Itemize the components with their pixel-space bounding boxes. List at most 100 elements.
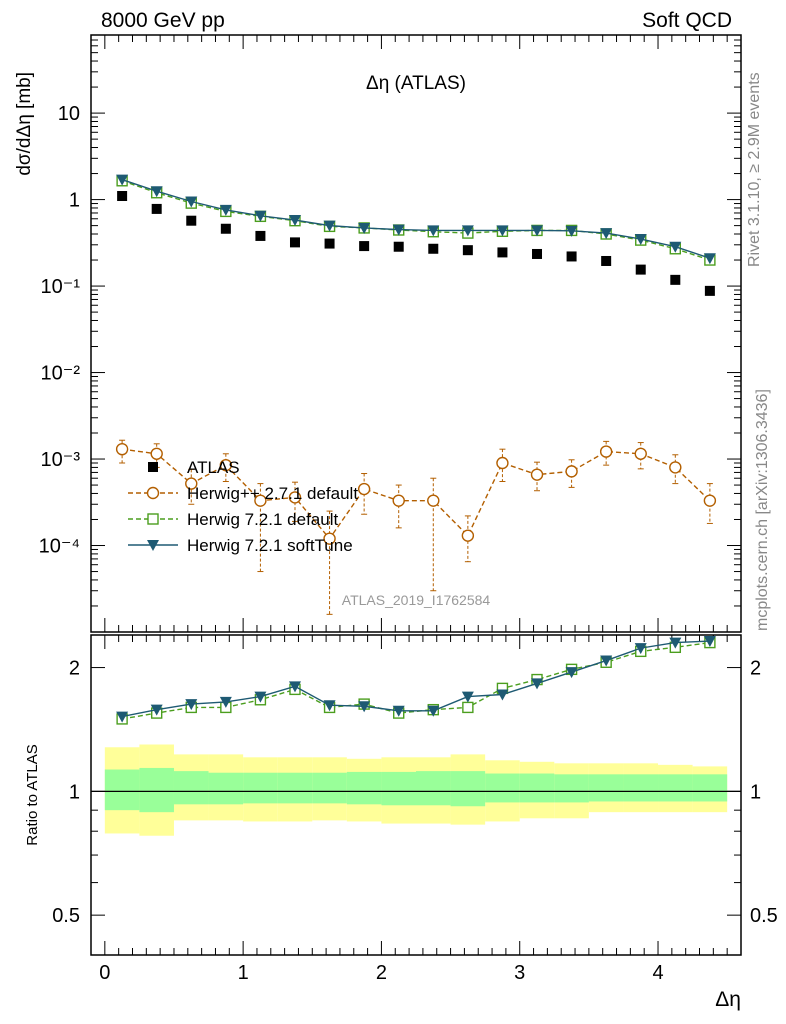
ratio-point [461, 691, 474, 703]
data-point [323, 220, 336, 232]
ratio-tick-label: 1 [69, 781, 80, 803]
ratio-point [703, 636, 716, 648]
data-point [635, 264, 646, 275]
y-tick-label: 10⁻⁴ [39, 536, 80, 558]
ratio-point [323, 700, 336, 712]
stat-uncertainty-band [381, 771, 416, 806]
data-point [497, 247, 508, 258]
legend-marker [148, 462, 158, 472]
data-point [323, 532, 336, 545]
data-point [669, 461, 682, 474]
stat-uncertainty-band [588, 774, 624, 802]
stat-uncertainty-band [243, 772, 278, 804]
data-point [324, 238, 335, 249]
data-point [254, 210, 267, 222]
data-point [254, 494, 267, 507]
data-point [186, 215, 197, 226]
legend-label: ATLAS [187, 458, 240, 477]
data-point [428, 243, 439, 254]
data-point [392, 494, 405, 507]
data-point [220, 223, 231, 234]
ratio-point [531, 678, 544, 690]
legend-label: Herwig 7.2.1 default [187, 510, 338, 529]
legend-label: Herwig 7.2.1 softTune [187, 536, 353, 555]
data-point [427, 494, 440, 507]
x-tick-label: 1 [238, 962, 249, 984]
legend-marker [147, 540, 159, 551]
ratio-point [288, 681, 301, 693]
x-tick-label: 0 [99, 962, 110, 984]
ratio-tick-label: 1 [750, 781, 761, 803]
data-point [185, 196, 198, 208]
data-point [461, 529, 475, 542]
stat-uncertainty-band [173, 771, 209, 805]
data-point [255, 230, 266, 241]
y-tick-label: 10⁻³ [41, 449, 81, 471]
ratio-tick-label: 0.5 [52, 905, 80, 927]
data-point [288, 491, 302, 504]
stat-uncertainty-band [692, 774, 728, 802]
ratio-point [392, 705, 405, 717]
series-line [121, 180, 711, 261]
data-point [703, 253, 716, 265]
stat-uncertainty-band [623, 774, 659, 802]
data-point [150, 447, 163, 460]
ratio-point [565, 667, 578, 679]
axes-ticks: 0 1 2 3 4 10⁻⁴ 10⁻³ 10⁻² 10⁻¹ 1 10 0.5 0.5 1 1 2 2 [39, 34, 778, 984]
ratio-point [358, 701, 371, 713]
ratio-point [669, 637, 682, 649]
chart-title: Δη (ATLAS) [366, 73, 466, 94]
data-point [393, 241, 404, 252]
data-point [392, 224, 405, 236]
header-right-label: Soft QCD [642, 9, 732, 32]
data-point [634, 447, 647, 460]
stat-uncertainty-band [519, 773, 555, 803]
data-point [496, 456, 509, 470]
data-point [116, 174, 129, 186]
legend-marker [147, 513, 159, 525]
data-point [496, 225, 509, 237]
data-point [185, 477, 198, 490]
stat-uncertainty-band [450, 771, 486, 807]
data-point [670, 274, 681, 285]
data-point [427, 225, 440, 237]
ratio-line [121, 640, 710, 718]
data-point [462, 245, 473, 256]
ratio-point [634, 643, 647, 655]
data-point [531, 225, 544, 237]
data-point [357, 482, 371, 496]
data-point [601, 255, 612, 266]
data-point [289, 237, 300, 248]
stat-uncertainty-band [485, 773, 520, 803]
ratio-point [150, 704, 163, 716]
stat-uncertainty-band [104, 769, 140, 811]
ratio-uncertainty-bands [91, 744, 741, 836]
ratio-point [219, 696, 232, 708]
data-point [115, 442, 129, 456]
data-point [565, 465, 578, 478]
ratio-point [427, 705, 440, 717]
ratio-tick-label: 0.5 [750, 905, 778, 927]
ratio-point [254, 691, 267, 703]
ratio-plot-frame [90, 634, 742, 956]
ratio-point [462, 701, 474, 714]
data-point [358, 222, 371, 234]
stat-uncertainty-band [277, 772, 313, 804]
stat-uncertainty-band [416, 771, 451, 806]
data-point [704, 285, 715, 296]
main-plot-frame [90, 34, 742, 633]
data-point [151, 203, 162, 214]
ratio-y-axis-label: Ratio to ATLAS [24, 744, 41, 845]
data-point [461, 225, 474, 237]
data-point [600, 228, 613, 240]
y-axis-label: dσ/dΔη [mb] [14, 72, 35, 176]
x-axis-label: Δη [715, 988, 741, 1011]
data-series [115, 174, 717, 725]
data-point [530, 468, 544, 481]
y-tick-label: 1 [69, 190, 80, 212]
ratio-point [185, 699, 198, 711]
data-point [117, 191, 128, 202]
ratio-point [600, 655, 613, 667]
analysis-label: ATLAS_2019_I1762584 [342, 592, 491, 608]
